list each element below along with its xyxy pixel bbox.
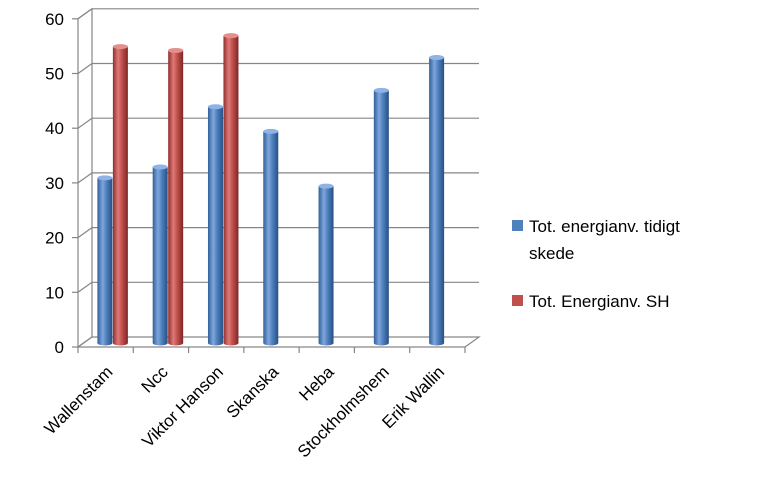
bar-body <box>152 166 168 346</box>
legend-swatch <box>512 295 523 306</box>
bar-top <box>318 183 334 189</box>
bar <box>373 87 389 346</box>
bar-body <box>429 57 445 346</box>
bar-top <box>429 55 445 61</box>
x-tick-label: Heba <box>295 362 338 405</box>
legend-label: Tot. Energianv. SH <box>529 292 669 311</box>
bar-top <box>112 44 128 50</box>
y-tick-label: 10 <box>45 283 64 302</box>
bar-top <box>373 87 389 93</box>
legend-item-sh: Tot. Energianv. SH <box>512 292 669 311</box>
legend: Tot. energianv. tidigt skede Tot. Energian… <box>512 217 680 311</box>
bar <box>223 33 239 346</box>
x-tick-label: Ncc <box>138 362 172 396</box>
floor <box>76 336 481 348</box>
bar-top <box>168 47 184 53</box>
bar-top <box>223 33 239 39</box>
bar-body <box>207 106 223 346</box>
gridline-side <box>77 8 93 20</box>
bar-body <box>223 35 239 346</box>
legend-label: Tot. energianv. tidigt <box>529 217 680 236</box>
legend-swatch <box>512 220 523 231</box>
bar <box>112 44 128 346</box>
gridline-side <box>77 63 93 74</box>
y-axis-tick-labels: 0 10 20 30 40 50 60 <box>45 10 64 357</box>
bars <box>97 33 445 346</box>
bar-top <box>152 164 168 170</box>
legend-item-early: Tot. energianv. tidigt skede <box>512 217 680 263</box>
x-tick-label: Skanska <box>223 362 283 422</box>
bar-body <box>263 131 279 346</box>
bar-body <box>318 186 334 346</box>
bar-top <box>97 175 113 181</box>
bar <box>207 104 223 346</box>
bar-top <box>207 104 223 110</box>
bar-body <box>112 46 128 346</box>
bar-body <box>168 50 184 346</box>
bar <box>97 175 113 346</box>
x-tick-label: Wallenstam <box>41 362 117 438</box>
bar <box>263 128 279 346</box>
y-tick-label: 0 <box>55 338 64 357</box>
gridline-side <box>77 117 93 129</box>
y-tick-label: 60 <box>45 10 64 29</box>
y-tick-label: 30 <box>45 174 64 193</box>
bar <box>152 164 168 346</box>
bar <box>429 55 445 346</box>
y-tick-label: 40 <box>45 119 64 138</box>
gridline-side <box>77 172 93 184</box>
gridline-side <box>77 281 93 293</box>
bar-body <box>97 177 113 346</box>
bar-body <box>373 90 389 346</box>
bar <box>318 183 334 346</box>
chart-walls <box>76 7 481 349</box>
legend-label: skede <box>529 244 574 263</box>
bar <box>168 47 184 346</box>
y-tick-label: 50 <box>45 65 64 84</box>
bar-top <box>263 128 279 134</box>
gridline-side <box>77 227 93 239</box>
y-tick-label: 20 <box>45 229 64 248</box>
